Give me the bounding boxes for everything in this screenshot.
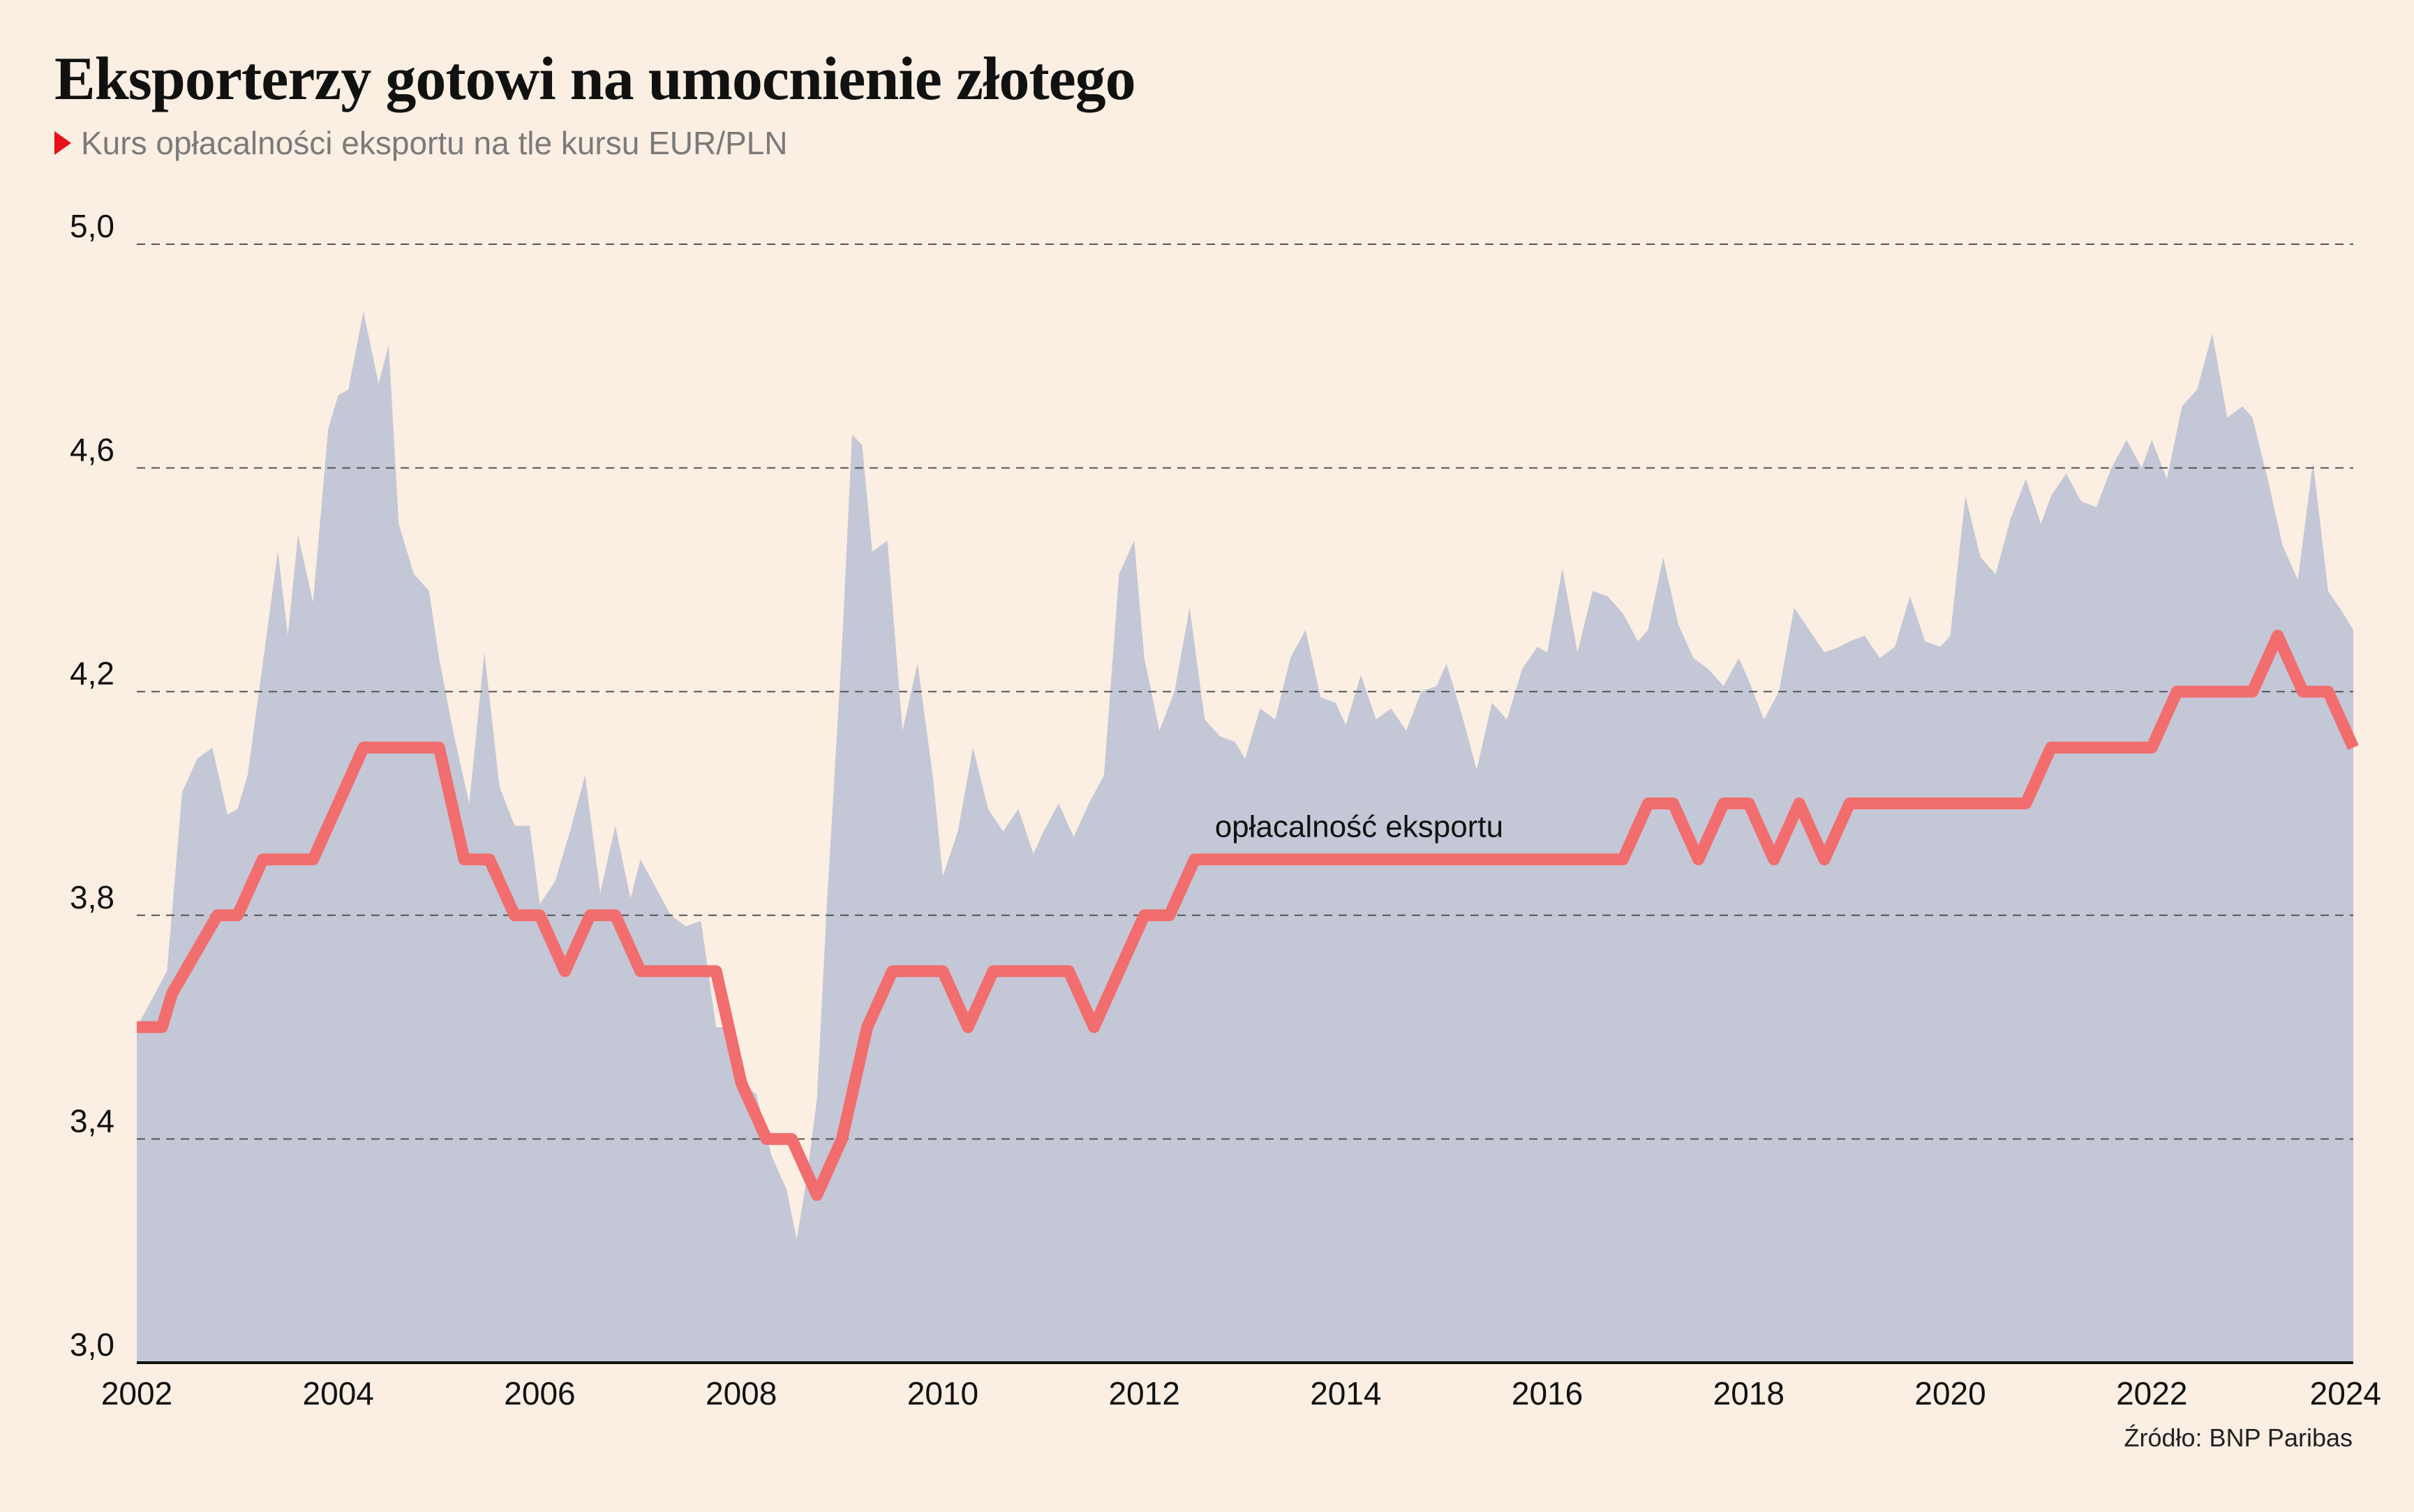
x-tick-label: 2010: [907, 1375, 978, 1412]
y-tick-label: 4,6: [70, 432, 114, 468]
x-tick-label: 2018: [1713, 1375, 1785, 1412]
x-tick-label: 2006: [504, 1375, 575, 1412]
y-tick-label: 4,2: [70, 655, 114, 691]
x-tick-label: 2014: [1310, 1375, 1381, 1412]
y-tick-label: 3,0: [70, 1326, 114, 1363]
x-tick-label: 2020: [1914, 1375, 1985, 1412]
y-tick-label: 3,4: [70, 1102, 114, 1139]
x-tick-label: 2012: [1108, 1375, 1179, 1412]
x-tick-label: 2004: [303, 1375, 374, 1412]
eurpln-area-series: [137, 311, 2353, 1363]
subtitle-text: Kurs opłacalności eksportu na tle kursu …: [81, 125, 788, 161]
x-tick-label: 2016: [1512, 1375, 1583, 1412]
x-tick-label: 2022: [2116, 1375, 2187, 1412]
export-profitability-line: [137, 629, 2359, 1202]
triangle-marker-icon: [54, 131, 71, 155]
chart-subtitle: Kurs opłacalności eksportu na tle kursu …: [54, 127, 787, 159]
y-tick-label: 3,8: [70, 879, 114, 915]
x-tick-label: 2008: [706, 1375, 777, 1412]
y-tick-label: 5,0: [70, 208, 114, 244]
series-annotation: opłacalność eksportu: [1215, 810, 1503, 844]
source-note: Źródło: BNP Paribas: [2124, 1423, 2353, 1452]
chart-title: Eksporterzy gotowi na umocnienie złotego: [54, 45, 1136, 113]
x-tick-label: 2002: [101, 1375, 172, 1412]
x-tick-label: 2024: [2310, 1375, 2381, 1412]
